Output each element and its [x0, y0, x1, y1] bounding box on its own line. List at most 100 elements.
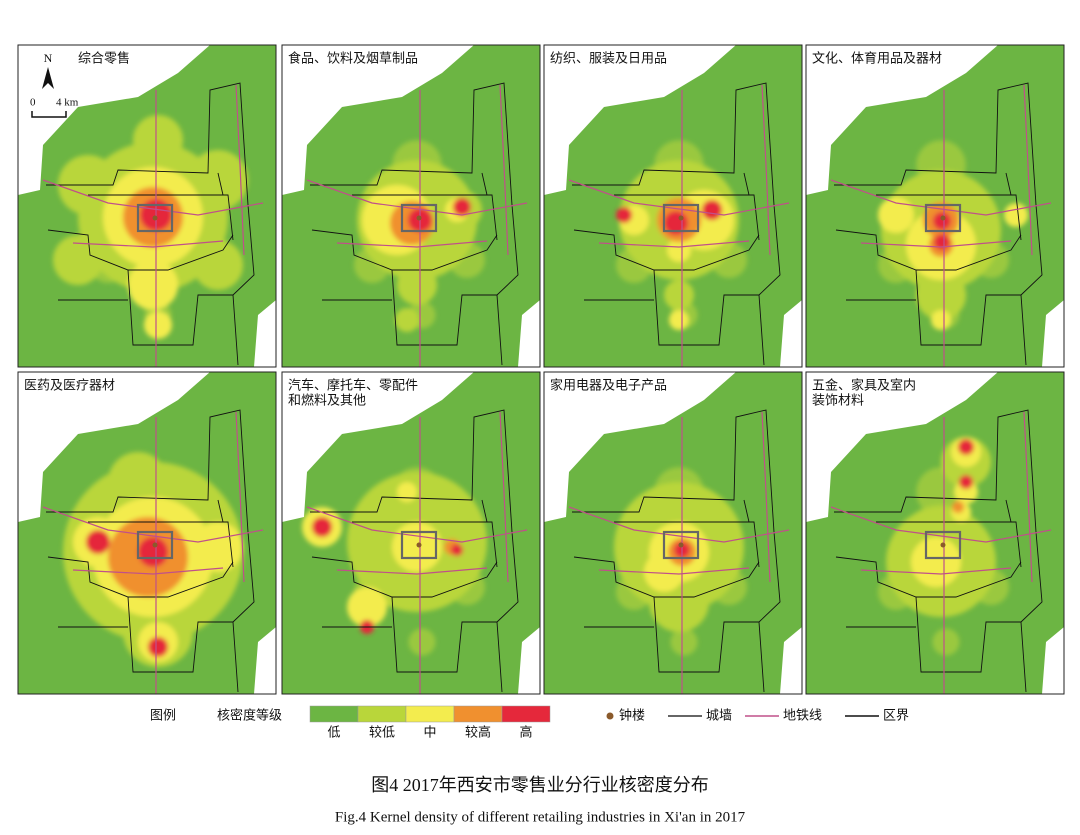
density-spot — [952, 501, 964, 513]
city-wall — [400, 530, 438, 560]
subway-line — [860, 240, 1012, 248]
density-spot — [931, 310, 951, 330]
city-wall — [136, 530, 174, 560]
density-spot — [933, 212, 951, 230]
caption-en: Fig.4 Kernel density of different retail… — [335, 809, 746, 825]
district-boundary — [310, 82, 519, 296]
density — [614, 467, 747, 656]
panel-title: 家用电器及电子产品 — [550, 378, 667, 394]
bell-tower — [152, 215, 158, 221]
subway-line — [306, 179, 528, 216]
city-wall — [924, 530, 962, 560]
subway-line — [336, 240, 488, 248]
density-spot — [669, 310, 689, 330]
district-boundary — [915, 596, 1027, 693]
density-spot — [954, 480, 978, 504]
density-spot — [670, 628, 698, 656]
city-wall — [662, 203, 700, 233]
district-boundary — [614, 499, 760, 568]
bell-tower — [416, 215, 422, 221]
subway-line — [1023, 411, 1033, 583]
legend-symbol-label: 城墙 — [706, 709, 732, 724]
density — [878, 437, 1009, 656]
density-spot — [932, 628, 960, 656]
legend-symbol — [606, 712, 614, 720]
density-spot — [53, 235, 103, 285]
subway-line — [1023, 84, 1033, 256]
district-boundary — [653, 596, 765, 693]
district-boundary — [352, 172, 498, 241]
district-boundary — [572, 82, 781, 296]
legend-level: 较低 — [369, 726, 395, 741]
density-spot — [148, 637, 168, 657]
panel-border — [543, 44, 803, 368]
panel-title: 汽车、摩托车、零配件 — [288, 378, 418, 394]
legend-symbol-label: 区界 — [883, 709, 909, 724]
subway-line — [72, 240, 224, 248]
north-label: N — [44, 51, 53, 65]
panel-title: 文化、体育用品及器材 — [812, 51, 942, 67]
district-boundary — [391, 269, 503, 366]
north-arrow — [42, 67, 54, 89]
legend-swatch — [357, 705, 407, 723]
panel-title: 食品、饮料及烟草制品 — [288, 51, 418, 67]
panel-title: 综合零售 — [78, 51, 130, 67]
legend-swatch — [501, 705, 551, 723]
density-spot — [958, 439, 974, 455]
subway-line — [235, 411, 245, 583]
bell-tower — [152, 542, 158, 548]
density-spot — [616, 207, 632, 223]
bell-tower — [678, 542, 684, 548]
bell-tower — [940, 215, 946, 221]
legend-level: 低 — [327, 726, 340, 741]
subway-line — [42, 506, 264, 543]
density-spot — [408, 628, 436, 656]
district-boundary — [310, 409, 519, 623]
district-boundary — [834, 409, 1043, 623]
district-boundary — [46, 409, 255, 623]
density-spot — [451, 544, 463, 556]
subway-line — [761, 84, 771, 256]
district-boundary — [876, 499, 1022, 568]
legend-level: 高 — [519, 725, 532, 741]
density-spot — [193, 240, 243, 290]
subway-line — [568, 506, 790, 543]
density-spot — [667, 238, 691, 262]
density-spot — [878, 197, 914, 233]
map-panel: 纺织、服装及日用品 — [543, 44, 803, 368]
subway-line — [306, 506, 528, 543]
district-boundary — [834, 82, 1043, 296]
density-spot — [959, 475, 973, 489]
district-boundary — [653, 269, 765, 366]
subway-line — [499, 411, 509, 583]
district-boundary — [127, 596, 239, 693]
subway-line — [830, 506, 1052, 543]
subway-line — [830, 179, 1052, 216]
district-boundary — [614, 172, 760, 241]
panel-title: 五金、家具及室内 — [812, 378, 916, 394]
density-spot — [397, 482, 417, 502]
legend-level: 较高 — [465, 725, 491, 741]
panel-border — [17, 44, 277, 368]
density — [63, 452, 243, 667]
density-spot — [193, 522, 243, 572]
legend-level: 中 — [423, 726, 436, 741]
panel-border — [281, 371, 541, 695]
subway-line — [499, 84, 509, 256]
density-spot — [138, 537, 168, 567]
city-wall — [400, 203, 438, 233]
caption-cn: 图4 2017年西安市零售业分行业核密度分布 — [371, 775, 709, 795]
subway-line — [860, 567, 1012, 575]
map-panel: 食品、饮料及烟草制品 — [281, 44, 541, 368]
density-spot — [664, 280, 694, 310]
district-boundary — [88, 172, 234, 241]
district-boundary — [127, 269, 239, 366]
subway-line — [568, 179, 790, 216]
legend-swatch — [453, 705, 503, 723]
density-spot — [347, 587, 387, 627]
density-spot — [392, 522, 442, 572]
panel-title: 装饰材料 — [812, 394, 864, 409]
